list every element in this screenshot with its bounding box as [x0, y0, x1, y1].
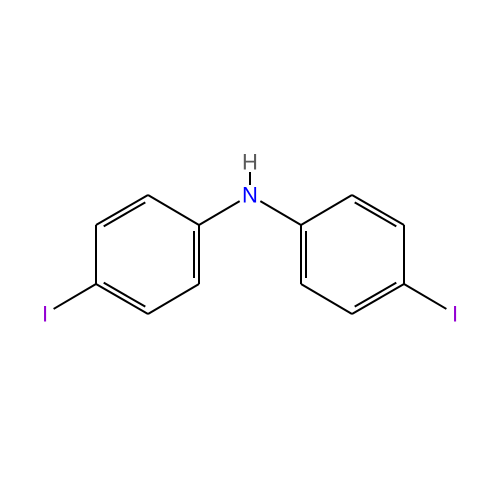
atom-i: I — [452, 302, 458, 327]
bond — [54, 284, 96, 309]
atom-n: N — [242, 183, 258, 208]
bond — [104, 202, 146, 226]
bond — [355, 283, 397, 307]
bond — [104, 283, 146, 307]
bond — [148, 195, 199, 225]
bond — [96, 195, 148, 225]
bond — [352, 284, 404, 314]
atom-i: I — [42, 302, 48, 327]
molecule-diagram: NH I I — [0, 0, 500, 500]
bond — [96, 284, 148, 314]
bond — [199, 201, 240, 225]
bond — [355, 202, 397, 226]
atom-h: H — [242, 150, 258, 175]
bond — [404, 284, 446, 309]
bond — [260, 201, 301, 225]
bond — [148, 284, 199, 314]
bond — [301, 284, 352, 314]
bond — [352, 195, 404, 225]
bond — [301, 195, 352, 225]
